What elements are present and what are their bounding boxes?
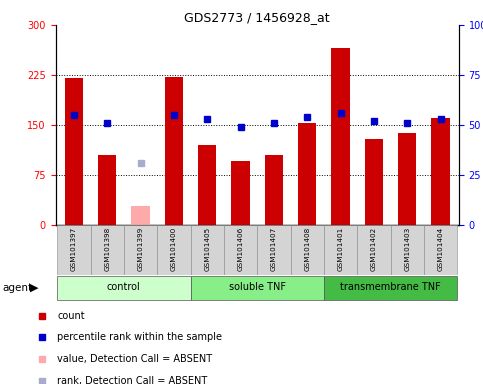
Text: GSM101403: GSM101403 <box>404 227 410 271</box>
Text: GSM101407: GSM101407 <box>271 227 277 271</box>
Bar <box>324 276 457 300</box>
Text: GSM101400: GSM101400 <box>171 227 177 271</box>
Bar <box>298 123 316 225</box>
Bar <box>190 225 224 275</box>
Text: transmembrane TNF: transmembrane TNF <box>340 283 441 293</box>
Text: GSM101405: GSM101405 <box>204 227 210 271</box>
Bar <box>398 133 416 225</box>
Bar <box>265 155 283 225</box>
Text: GSM101402: GSM101402 <box>371 227 377 271</box>
Bar <box>224 225 257 275</box>
Bar <box>57 276 190 300</box>
Bar <box>198 145 216 225</box>
Bar <box>391 225 424 275</box>
Text: soluble TNF: soluble TNF <box>228 283 286 293</box>
Bar <box>90 225 124 275</box>
Text: agent: agent <box>2 283 32 293</box>
Text: percentile rank within the sample: percentile rank within the sample <box>57 332 222 342</box>
Bar <box>324 225 357 275</box>
Bar <box>190 276 324 300</box>
Text: value, Detection Call = ABSENT: value, Detection Call = ABSENT <box>57 354 212 364</box>
Bar <box>231 161 250 225</box>
Bar <box>98 155 116 225</box>
Bar <box>57 225 90 275</box>
Text: GSM101401: GSM101401 <box>338 227 343 271</box>
Text: ▶: ▶ <box>30 283 39 293</box>
Bar <box>357 225 391 275</box>
Bar <box>424 225 457 275</box>
Bar <box>291 225 324 275</box>
Text: control: control <box>107 283 141 293</box>
Bar <box>431 118 450 225</box>
Bar <box>157 225 190 275</box>
Text: GSM101398: GSM101398 <box>104 227 110 271</box>
Text: GSM101406: GSM101406 <box>238 227 243 271</box>
Bar <box>257 225 291 275</box>
Bar <box>131 206 150 225</box>
Text: rank, Detection Call = ABSENT: rank, Detection Call = ABSENT <box>57 376 207 384</box>
Text: GSM101408: GSM101408 <box>304 227 310 271</box>
Bar <box>331 48 350 225</box>
Text: GSM101404: GSM101404 <box>438 227 443 271</box>
Bar <box>165 77 183 225</box>
Text: GSM101399: GSM101399 <box>138 227 143 271</box>
Text: count: count <box>57 311 85 321</box>
Bar <box>65 78 83 225</box>
Bar <box>124 225 157 275</box>
Text: GSM101397: GSM101397 <box>71 227 77 271</box>
Bar <box>365 139 383 225</box>
Title: GDS2773 / 1456928_at: GDS2773 / 1456928_at <box>185 11 330 24</box>
